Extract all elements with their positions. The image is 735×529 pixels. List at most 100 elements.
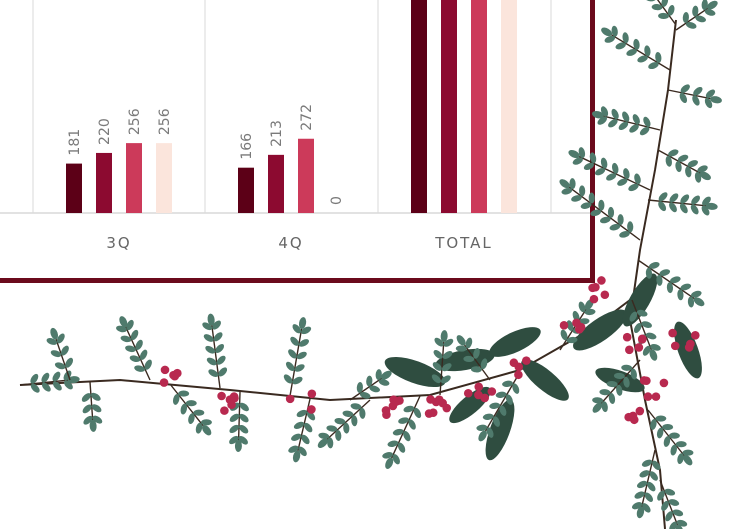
leaf — [366, 375, 373, 387]
leaf — [645, 0, 657, 2]
berry — [597, 276, 606, 285]
leaf — [661, 500, 669, 511]
sprig-stem — [647, 409, 686, 458]
leaf — [290, 336, 299, 346]
leaf — [665, 155, 672, 167]
leaf — [692, 95, 700, 106]
sprig-stem — [631, 299, 653, 352]
leaf — [239, 413, 249, 423]
leaf — [50, 350, 62, 358]
leaf — [350, 403, 362, 410]
garland-stem — [628, 19, 677, 529]
leaf — [658, 201, 667, 212]
sprig-stem — [567, 185, 641, 241]
leaf — [116, 325, 127, 333]
berry — [559, 321, 569, 330]
leaf — [572, 157, 583, 165]
large-leaf — [573, 309, 627, 351]
leaf — [432, 362, 442, 371]
leaf — [606, 380, 618, 388]
leaf — [359, 407, 366, 419]
berry — [670, 341, 680, 351]
leaf — [296, 409, 307, 418]
x-tick-label: TOTAL — [434, 234, 493, 252]
leaf — [385, 457, 394, 469]
leaf — [298, 446, 307, 457]
large-leaf — [485, 399, 515, 461]
berry — [230, 393, 239, 403]
leaf — [675, 161, 682, 173]
leaf — [692, 5, 699, 17]
leaf — [627, 221, 634, 233]
leaf — [502, 380, 514, 387]
x-axis-tick-labels: 3Q 4Q TOTAL — [106, 234, 493, 252]
leaf — [669, 193, 679, 203]
leaf — [609, 223, 621, 231]
data-label: 256 — [157, 108, 173, 135]
leaf — [351, 415, 358, 427]
berry — [622, 332, 632, 342]
leaf — [579, 185, 586, 197]
leaf — [172, 394, 180, 405]
leaf — [600, 157, 608, 169]
leaf — [608, 119, 618, 128]
leaf — [677, 154, 689, 162]
leaf — [326, 425, 338, 432]
leaf — [492, 416, 500, 427]
leaf — [597, 116, 607, 125]
leaf — [601, 27, 613, 37]
bar — [471, 0, 487, 213]
leaf — [658, 192, 668, 202]
leaf — [641, 321, 652, 328]
leaf — [677, 289, 684, 301]
leaf — [126, 319, 134, 331]
leaf — [637, 55, 648, 63]
berry — [173, 368, 182, 378]
leaf — [342, 410, 354, 417]
leaf — [687, 296, 695, 308]
leaf — [356, 382, 363, 394]
bars — [66, 0, 517, 213]
leaf — [626, 48, 637, 56]
leaf — [499, 405, 507, 416]
leaf — [431, 374, 441, 384]
leaf — [442, 350, 453, 360]
evergreen-garland-decoration — [19, 0, 722, 529]
sprig-stem — [89, 381, 94, 422]
sprig-stem — [675, 6, 710, 31]
leaf — [463, 355, 475, 363]
leaf — [636, 309, 648, 317]
leaf — [669, 202, 677, 213]
large-leaf — [489, 327, 541, 357]
leaf — [41, 382, 51, 392]
leaf — [434, 337, 444, 347]
leaf — [456, 335, 466, 346]
sprig-stem — [325, 399, 371, 442]
leaf — [665, 511, 673, 522]
berry — [487, 387, 497, 396]
data-label: 213 — [269, 120, 285, 147]
leaf — [693, 86, 703, 96]
leaf — [648, 62, 659, 70]
leaf — [662, 424, 674, 431]
leaf — [677, 453, 684, 465]
data-label: 0 — [329, 196, 345, 205]
berry — [285, 394, 295, 404]
berry — [600, 290, 610, 300]
leaf — [495, 391, 507, 398]
leaf — [643, 116, 651, 128]
sprig-stem — [599, 359, 641, 406]
berry — [522, 356, 531, 365]
leaf — [392, 454, 400, 465]
sprig-stem — [462, 343, 491, 381]
leaf — [608, 393, 616, 404]
leaf — [129, 355, 141, 362]
leaf — [476, 424, 488, 431]
large-leaf — [521, 359, 569, 401]
leaf — [566, 320, 574, 331]
leaf — [473, 348, 480, 359]
sprig-stem — [656, 0, 677, 26]
sprig-stem — [659, 479, 679, 527]
berry — [651, 392, 661, 401]
leaf — [208, 369, 219, 378]
